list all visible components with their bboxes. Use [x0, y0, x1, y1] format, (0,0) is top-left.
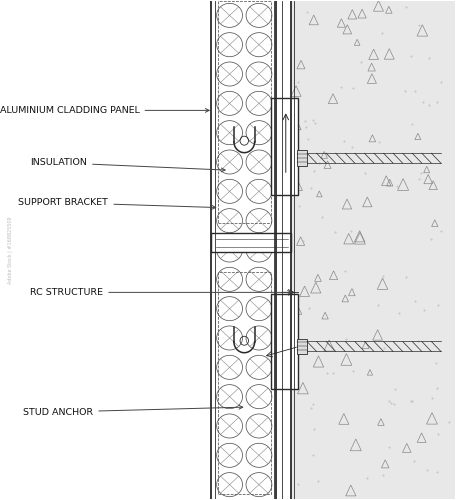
Text: SUPPORT BRACKET: SUPPORT BRACKET	[19, 198, 216, 209]
Bar	[291, 0, 455, 500]
Text: INSULATION: INSULATION	[30, 158, 225, 172]
Text: RC STRUCTURE: RC STRUCTURE	[30, 288, 291, 297]
Bar	[218, 0, 271, 222]
Bar	[218, 272, 271, 494]
Text: Adobe Stock | #168825509: Adobe Stock | #168825509	[7, 216, 13, 284]
Text: ALUMINIUM CLADDING PANEL: ALUMINIUM CLADDING PANEL	[0, 106, 209, 115]
Bar	[297, 338, 307, 354]
Bar	[271, 98, 298, 195]
Bar	[271, 294, 298, 389]
Bar	[211, 0, 455, 500]
Text: STUD ANCHOR: STUD ANCHOR	[23, 406, 243, 416]
Bar	[297, 150, 307, 166]
Bar	[215, 0, 274, 500]
Bar	[211, 233, 291, 252]
